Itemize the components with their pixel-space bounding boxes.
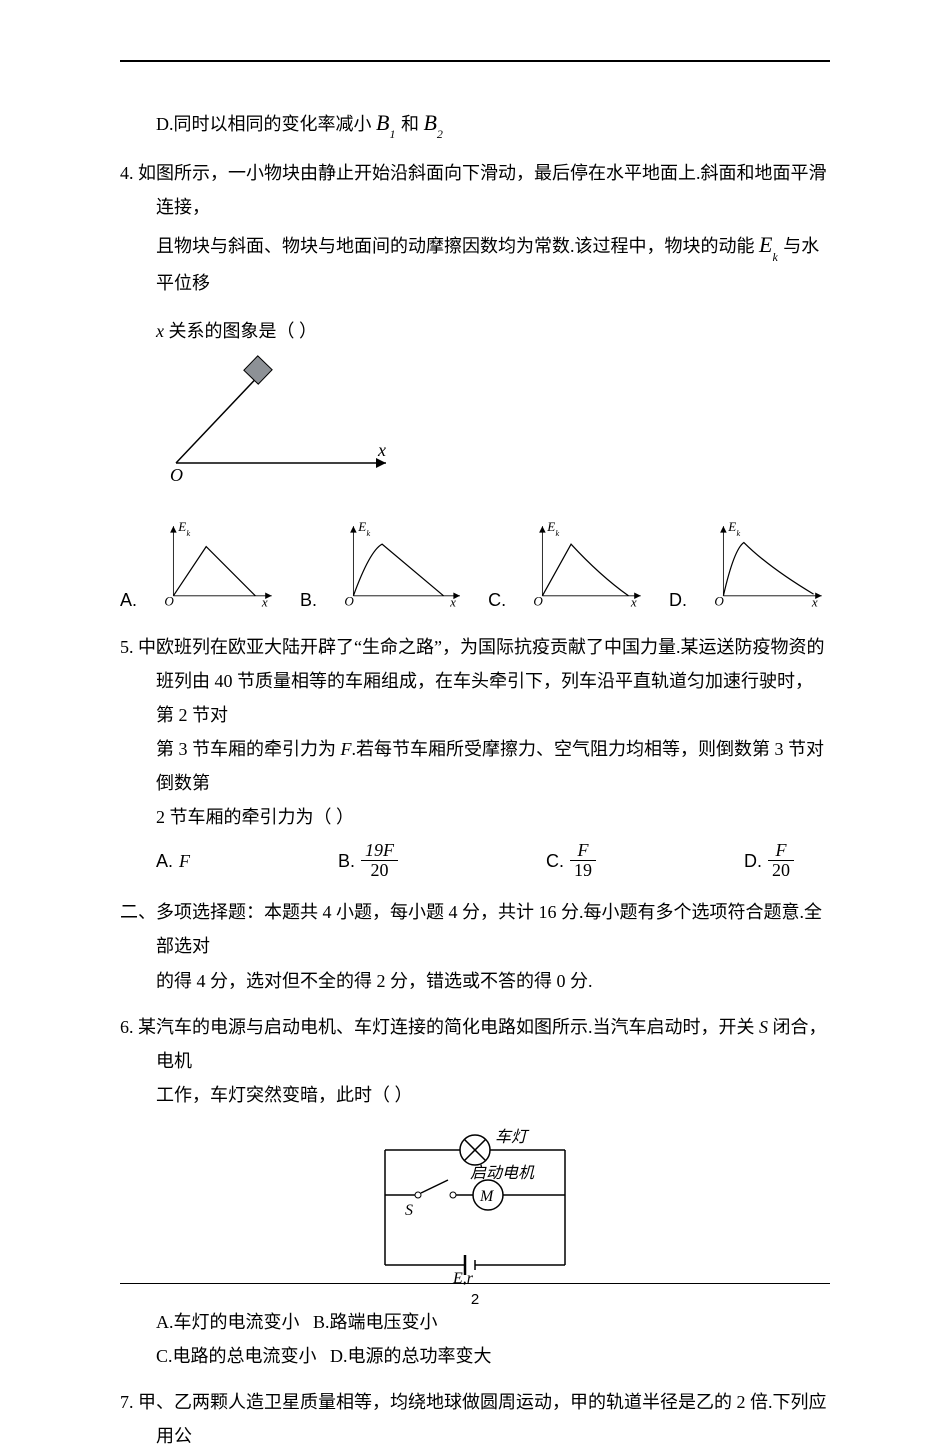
section2-heading: 二、多项选择题：本题共 4 小题，每小题 4 分，共计 16 分.每小题有多个选… [120,895,830,963]
q4-line2a: 且物块与斜面、物块与地面间的动摩擦因数均为常数.该过程中，物块的动能 [156,236,755,256]
svg-text:启动电机: 启动电机 [470,1164,535,1182]
svg-text:x: x [377,440,386,460]
svg-text:O: O [714,593,724,608]
q3-B2-sub: 2 [437,127,443,141]
svg-text:E: E [177,519,186,534]
q6-line2: 工作，车灯突然变暗，此时（ ） [156,1085,413,1105]
svg-text:E: E [546,519,555,534]
q4-optC-label: C. [488,583,506,617]
q5-optA-val: F [179,844,190,878]
q6-optD: D.电源的总功率变大 [330,1346,492,1366]
q4-xvar: x [156,321,164,341]
q5-line1: 中欧班列在欧亚大陆开辟了“生命之路”，为国际抗疫贡献了中国力量.某运送防疫物资的 [138,637,824,657]
q4-num: 4. [120,163,134,183]
q3-B2: B [423,110,436,135]
svg-text:S: S [405,1202,413,1219]
q5-line3a: 第 3 节车厢的牵引力为 [156,739,341,759]
svg-text:x: x [261,594,268,609]
page-number: 2 [0,1286,950,1315]
q4-optA-label: A. [120,583,137,617]
q5-line4: 2 节车厢的牵引力为（ ） [156,807,354,827]
q5-optC-label: C. [546,844,564,878]
q6-optA: A.车灯的电流变小 [156,1312,300,1332]
q3-B1-sub: 1 [389,127,395,141]
svg-text:O: O [344,593,354,608]
svg-text:x: x [630,594,637,609]
q6-line1a: 某汽车的电源与启动电机、车灯连接的简化电路如图所示.当汽车启动时，开关 [138,1017,759,1037]
q6-num: 6. [120,1017,134,1037]
q5-line2: 班列由 40 节质量相等的车厢组成，在车头牵引下，列车沿平直轨道匀加速行驶时，第… [156,671,813,725]
q7-num: 7. [120,1392,134,1412]
q5-F: F [341,739,352,759]
q6-optC: C.电路的总电流变小 [156,1346,317,1366]
q3-B1: B [376,110,389,135]
q3-optD-text: 同时以相同的变化率减小 [174,114,372,134]
svg-text:k: k [737,528,741,537]
q3-and: 和 [401,114,419,134]
svg-text:k: k [556,528,560,537]
q4-line1: 如图所示，一小物块由静止开始沿斜面向下滑动，最后停在水平地面上.斜面和地面平滑连… [138,163,827,217]
q4-incline-figure: O x [156,348,406,488]
q4-Ek-sub: k [772,250,777,264]
q4-optD-label: D. [669,583,687,617]
q7-line1: 甲、乙两颗人造卫星质量相等，均绕地球做圆周运动，甲的轨道半径是乙的 2 倍.下列… [138,1392,827,1446]
q4-optB-label: B. [300,583,317,617]
q6-optB: B.路端电压变小 [313,1312,438,1332]
q5-num: 5. [120,637,134,657]
svg-text:x: x [449,594,456,609]
section2-heading2: 的得 4 分，选对但不全的得 2 分，错选或不答的得 0 分. [120,964,830,998]
svg-text:车灯: 车灯 [495,1128,530,1146]
svg-text:O: O [170,465,183,485]
svg-text:E: E [727,519,736,534]
q3-optD-prefix: D. [156,114,174,134]
svg-text:k: k [366,528,370,537]
q6-circuit: 车灯 S M 启动电机 [345,1120,605,1285]
q4-optB-chart: Ek O x [337,508,468,618]
q5-optD-label: D. [744,844,762,878]
svg-text:x: x [811,594,818,609]
q4-line3: 关系的图象是（ ） [169,321,318,341]
svg-text:E: E [357,519,366,534]
q5-optD-frac: F 20 [768,841,794,882]
q6-S: S [759,1017,768,1037]
q5-optC-frac: F 19 [570,841,596,882]
q4-Ek: E [759,232,772,257]
q4-optD-chart: Ek O x [707,508,830,618]
q5-optB-label: B. [338,844,355,878]
q5-optB-frac: 19F 20 [361,841,398,882]
q4-optA-chart: Ek O x [157,508,280,618]
svg-text:O: O [533,593,543,608]
q4-optC-chart: Ek O x [526,508,649,618]
svg-text:k: k [187,528,191,537]
q5-optA-label: A. [156,844,173,878]
svg-text:M: M [479,1188,495,1205]
svg-text:O: O [164,593,174,608]
